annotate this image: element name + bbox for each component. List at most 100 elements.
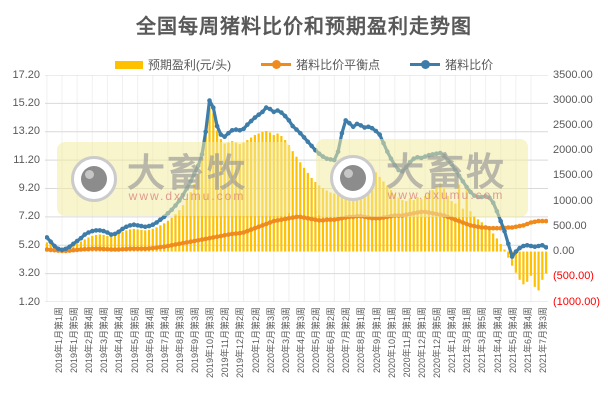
profit-bar	[484, 225, 487, 252]
profit-bar	[193, 183, 196, 252]
profit-bar	[397, 197, 400, 252]
ratio-marker	[513, 249, 519, 254]
balance-marker	[97, 246, 103, 252]
profit-bar	[476, 219, 480, 252]
left-axis-tick: 15.20	[12, 96, 40, 109]
profit-bar	[181, 205, 185, 252]
profit-bar	[408, 198, 412, 252]
balance-marker	[377, 216, 383, 221]
ratio-marker	[506, 241, 511, 247]
profit-bar	[469, 211, 472, 252]
ratio-marker	[127, 223, 133, 228]
profit-bar	[110, 236, 113, 252]
ratio-marker	[131, 222, 137, 227]
balance-marker	[48, 247, 53, 253]
balance-marker	[248, 227, 254, 232]
ratio-marker	[120, 226, 125, 232]
ratio-marker	[521, 243, 526, 249]
ratio-marker	[150, 222, 156, 227]
balance-marker	[211, 235, 216, 240]
profit-bar	[389, 190, 393, 252]
profit-bar	[461, 208, 465, 252]
ratio-marker	[536, 243, 541, 249]
right-axis-tick: 3000.00	[553, 93, 593, 106]
profit-bar	[446, 196, 449, 252]
profit-bar	[420, 199, 423, 252]
profit-bar	[529, 251, 533, 276]
profit-bar	[185, 199, 188, 252]
balance-marker	[203, 236, 208, 242]
profit-bar	[45, 242, 48, 252]
profit-bar	[393, 194, 396, 252]
legend-label-ratio: 猪料比价	[445, 58, 494, 72]
balance-marker	[513, 224, 519, 230]
balance-marker	[506, 225, 511, 230]
profit-bar	[174, 214, 177, 252]
ratio-marker	[543, 245, 549, 250]
profit-bar	[163, 223, 166, 252]
ratio-marker	[540, 243, 545, 248]
ratio-marker	[248, 118, 254, 124]
ratio-marker	[366, 124, 371, 130]
balance-marker	[142, 246, 148, 252]
x-axis-label: 2019年4月第4周	[114, 307, 125, 374]
profit-bar	[113, 235, 117, 252]
profit-bar	[416, 197, 419, 252]
balance-marker	[93, 246, 99, 252]
ratio-marker	[298, 130, 303, 136]
ratio-marker	[377, 132, 383, 137]
right-axis-tick: 2500.00	[553, 118, 593, 131]
ratio-marker	[233, 127, 239, 132]
balance-marker	[124, 246, 129, 252]
ratio-marker	[74, 238, 80, 244]
balance-marker	[279, 217, 284, 222]
ratio-marker	[93, 228, 99, 233]
balance-marker	[101, 246, 106, 252]
balance-marker	[263, 221, 269, 227]
profit-bar	[132, 228, 135, 252]
balance-marker	[229, 231, 235, 237]
ratio-marker	[301, 135, 307, 140]
ratio-marker	[154, 220, 159, 225]
ratio-marker	[362, 125, 367, 130]
profit-bar	[333, 193, 336, 252]
legend-swatch-profit-bar	[114, 60, 143, 69]
ratio-marker	[290, 123, 295, 129]
balance-marker	[78, 247, 84, 252]
profit-bar	[439, 182, 442, 252]
balance-marker	[282, 216, 288, 222]
profit-bar	[526, 251, 529, 282]
profit-bar	[454, 203, 457, 252]
profit-bar	[442, 188, 446, 252]
balance-marker	[192, 238, 197, 244]
profit-bar	[465, 185, 468, 252]
ratio-dot-icon	[421, 60, 431, 69]
x-axis-label: 2020年3月第3周	[280, 307, 291, 374]
profit-bar	[159, 225, 162, 252]
balance-marker	[169, 243, 174, 248]
ratio-marker	[263, 105, 269, 110]
ratio-marker	[211, 105, 216, 110]
balance-marker	[305, 216, 311, 221]
ratio-marker	[237, 128, 243, 133]
ratio-marker	[343, 118, 349, 123]
balance-marker	[267, 220, 273, 225]
left-axis-tick: 13.20	[12, 125, 40, 138]
profit-bar	[306, 172, 309, 252]
profit-bar	[299, 162, 302, 252]
x-axis-label: 2020年4月第3周	[295, 307, 306, 374]
balance-marker	[226, 232, 231, 237]
balance-marker	[369, 216, 375, 221]
profit-bar	[533, 251, 536, 287]
ratio-marker	[86, 230, 91, 235]
balance-marker	[271, 218, 277, 224]
ratio-marker	[101, 228, 106, 234]
watermark-stamp-right: 大畜牧 www.dxumu.com	[316, 139, 528, 217]
balance-marker	[521, 223, 526, 228]
ratio-marker	[67, 244, 72, 249]
profit-bar	[522, 251, 525, 285]
x-axis-label: 2019年6月第4周	[144, 307, 155, 374]
chart-title: 全国每周猪料比价和预期盈利走势图	[136, 16, 472, 38]
profit-bar	[492, 233, 495, 252]
